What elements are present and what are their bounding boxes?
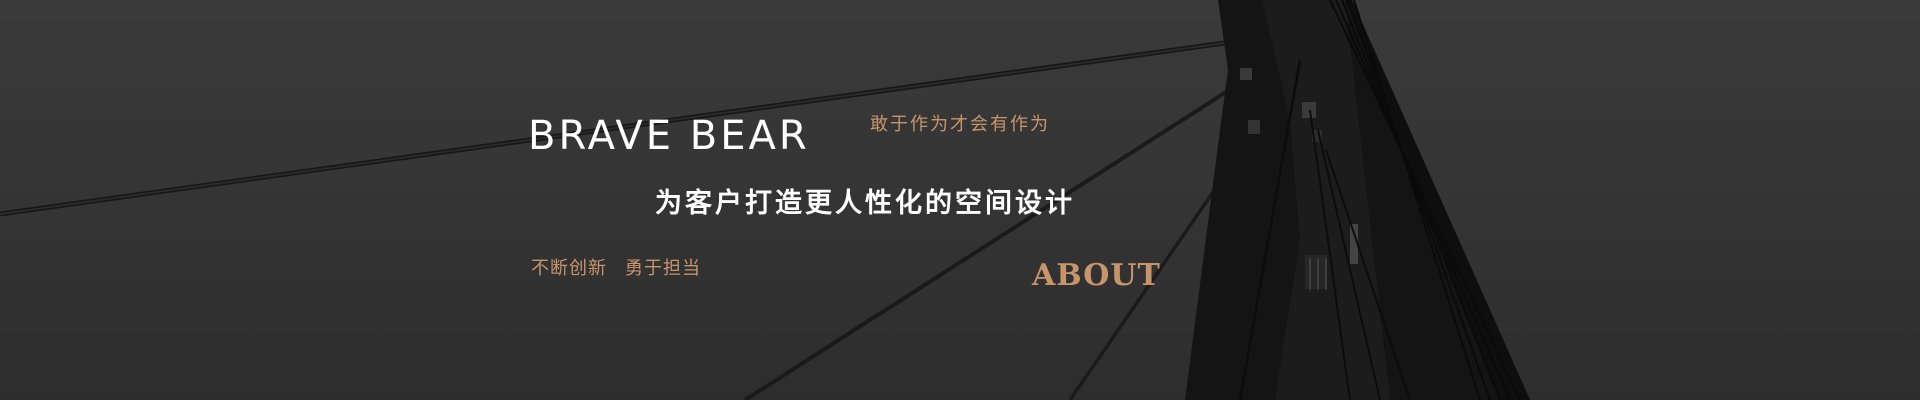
about-link[interactable]: ABOUT	[1032, 258, 1161, 293]
value-innovation: 不断创新	[531, 258, 607, 279]
brand-title: BRAVE BEAR	[528, 113, 810, 159]
headline: 为客户打造更人性化的空间设计	[655, 188, 1075, 219]
slogan-text: 敢于作为才会有作为	[870, 114, 1050, 135]
brand-values: 不断创新 勇于担当	[531, 254, 701, 280]
value-responsibility: 勇于担当	[625, 258, 701, 279]
